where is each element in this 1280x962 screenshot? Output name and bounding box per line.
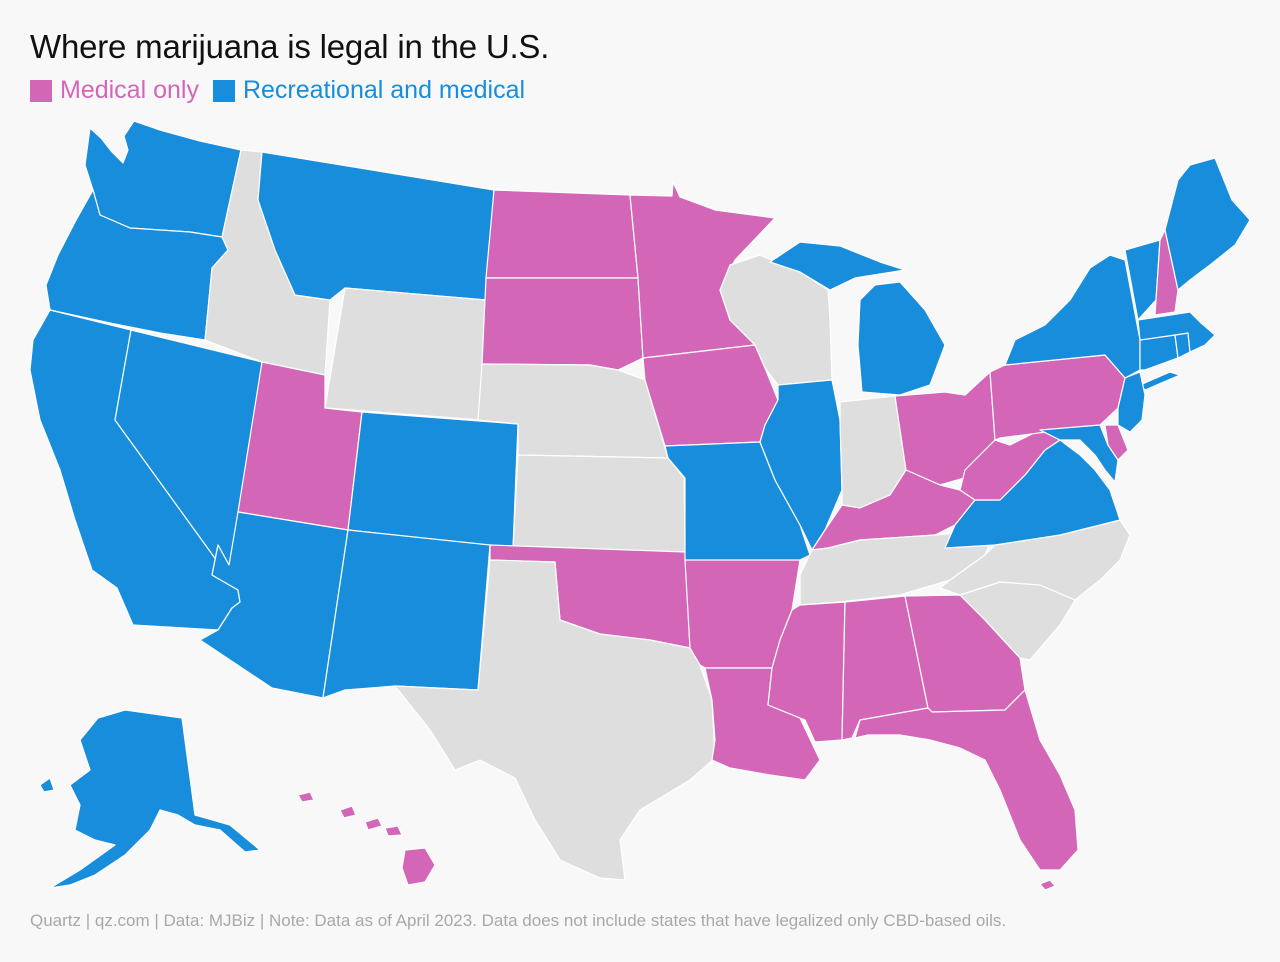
state-NJ xyxy=(1117,371,1146,433)
state-IL xyxy=(759,379,843,551)
legend-label-medical: Medical only xyxy=(60,76,199,104)
state-CT xyxy=(1139,334,1179,371)
legend-item-recreational: Recreational and medical xyxy=(212,76,526,105)
state-CO xyxy=(347,411,519,549)
state-AK xyxy=(39,709,261,889)
legend-swatch-medical xyxy=(30,79,52,102)
state-DE xyxy=(1104,424,1129,461)
state-MD xyxy=(1039,424,1119,483)
state-WV xyxy=(959,429,1061,501)
state-IA xyxy=(642,344,779,447)
state-WY xyxy=(324,287,487,421)
state-TX xyxy=(394,559,716,881)
legend-label-recreational: Recreational and medical xyxy=(242,76,526,104)
state-FL xyxy=(854,689,1079,891)
state-RI xyxy=(1174,332,1191,359)
legend: Medical only Recreational and medical xyxy=(30,76,529,105)
state-NM xyxy=(322,529,491,699)
state-HI xyxy=(297,791,436,886)
state-SD xyxy=(481,277,644,371)
state-ME xyxy=(1164,157,1251,291)
state-MI xyxy=(769,241,946,396)
map-title: Where marijuana is legal in the U.S. xyxy=(30,28,550,65)
state-KS xyxy=(512,454,686,553)
state-MT xyxy=(257,151,495,301)
legend-swatch-recreational xyxy=(212,79,235,102)
legend-item-medical: Medical only xyxy=(30,76,199,105)
source-note: Quartz | qz.com | Data: MJBiz | Note: Da… xyxy=(30,911,1007,930)
state-MA xyxy=(1137,311,1216,353)
state-ND xyxy=(485,189,639,279)
